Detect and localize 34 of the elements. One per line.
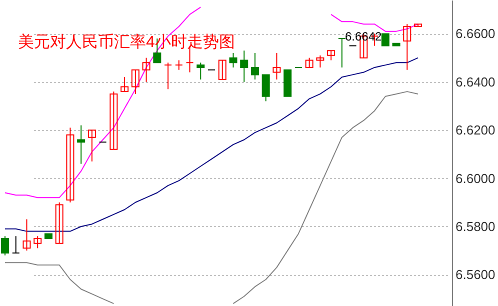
line-series [4,57,418,232]
candlestick [305,57,314,68]
candlestick [22,218,31,252]
candlestick [316,54,324,68]
candlestick [1,236,9,256]
candlestick [381,33,390,46]
y-tick-label: 6.6000 [456,170,496,186]
y-tick-label: 6.5800 [456,218,496,234]
candlestick [120,76,129,92]
candlestick [110,91,118,150]
candlestick [34,236,42,249]
candlestick [327,50,336,61]
candlestick [240,50,248,82]
candlestick [164,62,172,90]
candlestick [12,236,20,254]
candlestick [174,60,183,70]
candlestick [77,124,86,164]
candlestick [229,52,238,68]
candlestick [272,52,281,80]
candlestick [196,62,205,80]
candlestick [338,38,346,68]
y-tick-label: 6.6400 [456,74,496,90]
candlestick [131,69,140,94]
candlestick [218,60,226,80]
y-tick-label: 6.5600 [456,267,496,282]
y-tick-label: 6.6200 [456,122,496,138]
candlestick [262,74,270,102]
candlestick [403,24,412,70]
candlestick [66,127,74,203]
candlestick [88,130,96,162]
y-tick-label: 6.6600 [456,26,496,42]
candlestick [142,57,150,82]
candlestick [55,202,64,244]
candlestick [250,52,259,80]
